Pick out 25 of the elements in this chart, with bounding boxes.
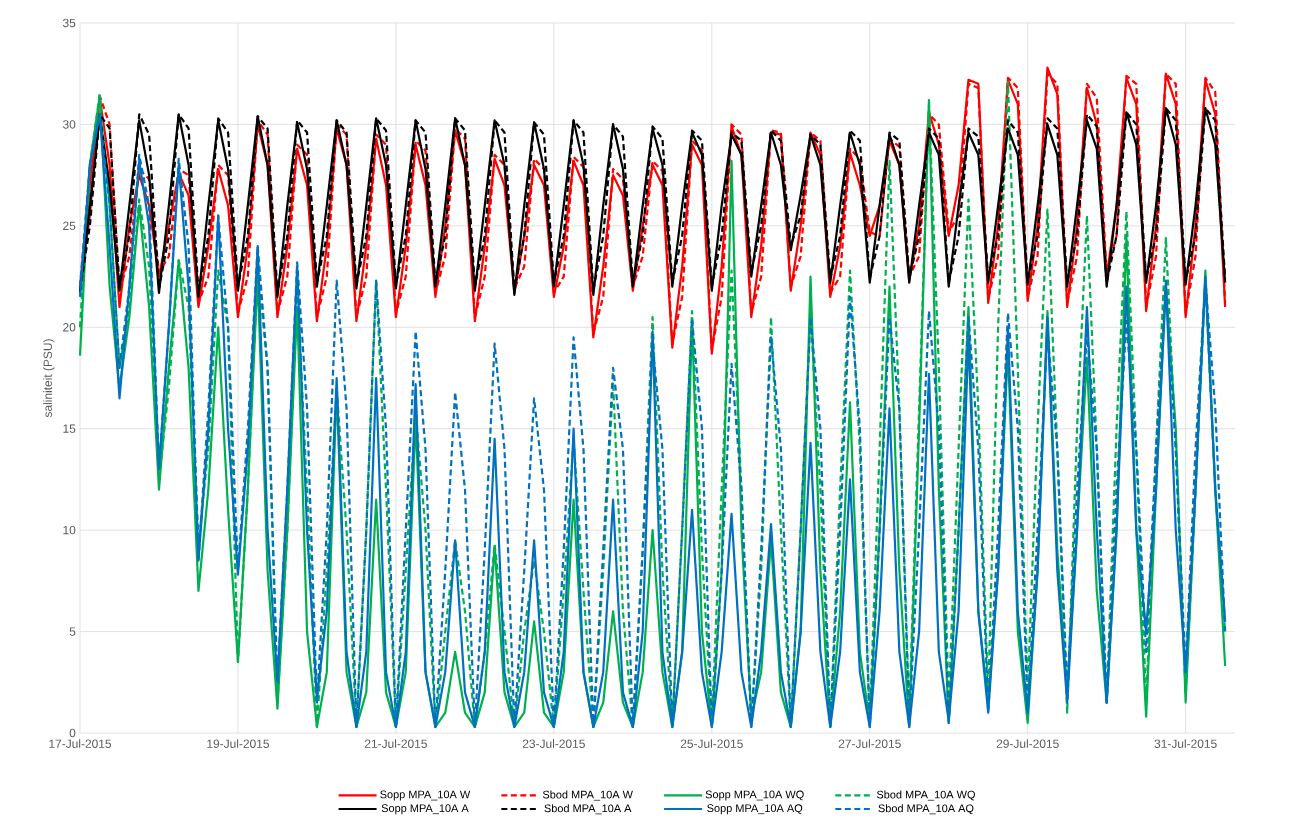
y-tick-label: 15	[63, 424, 76, 433]
y-axis-title: saliniteit (PSU)	[43, 339, 55, 418]
legend-label: Sbod MPA_10A WQ	[876, 790, 975, 801]
y-tick-label: 5	[69, 627, 76, 636]
y-tick-label: 25	[63, 221, 76, 231]
legend-label: Sopp MPA_10A AQ	[707, 804, 803, 815]
x-tick-label: 31-Jul-2015	[1154, 739, 1217, 748]
y-tick-label: 20	[63, 323, 76, 332]
x-tick-label: 19-Jul-2015	[207, 739, 269, 748]
legend-label: Sopp MPA_10A A	[381, 804, 469, 815]
y-tick-label: 0	[69, 728, 76, 738]
x-tick-label: 21-Jul-2015	[364, 739, 427, 748]
legend-label: Sopp MPA_10A WQ	[705, 790, 804, 801]
y-tick-label: 35	[62, 18, 76, 28]
legend-label: Sbod MPA_10A W	[542, 790, 633, 801]
x-tick-label: 29-Jul-2015	[996, 739, 1059, 748]
x-tick-label: 27-Jul-2015	[838, 739, 901, 748]
y-tick-label: 30	[62, 120, 76, 129]
legend-label: Sopp MPA_10A W	[380, 790, 471, 801]
legend-label: Sbod MPA_10A AQ	[878, 804, 974, 815]
y-tick-label: 10	[63, 525, 76, 535]
legend-label: Sbod MPA_10A A	[544, 804, 632, 815]
x-tick-label: 25-Jul-2015	[680, 739, 743, 748]
x-tick-label: 17-Jul-2015	[49, 739, 112, 748]
x-tick-label: 23-Jul-2015	[522, 739, 585, 748]
